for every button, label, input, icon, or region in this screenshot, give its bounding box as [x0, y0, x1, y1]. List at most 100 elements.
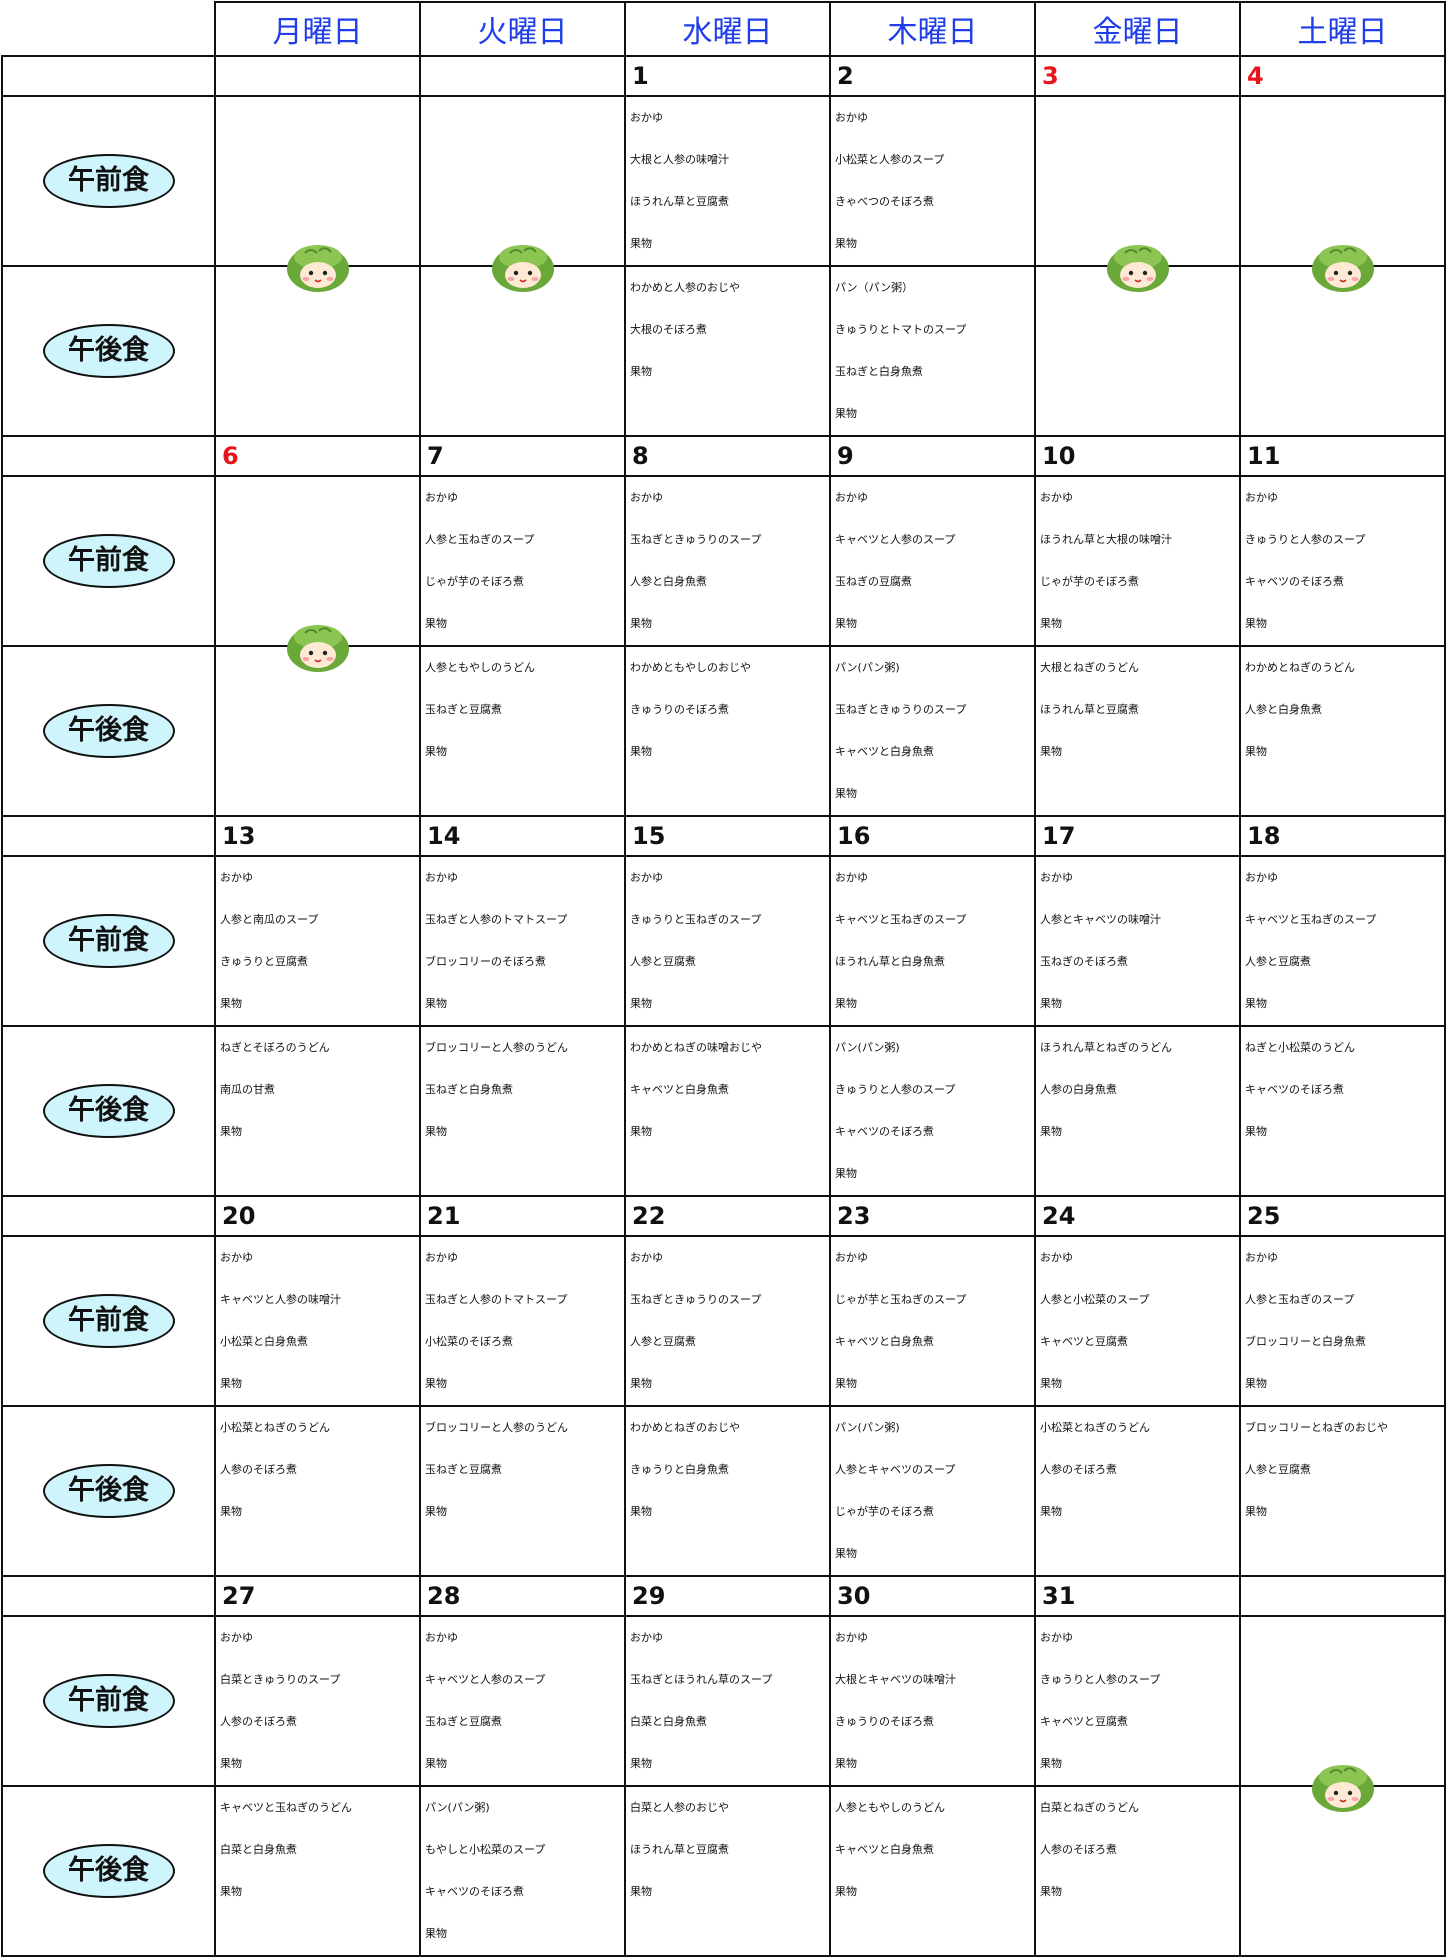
meal-row: 午前食 おかゆ 大根と人参の味噌汁 ほうれん草と豆腐煮 果物 おかゆ 小松菜と人参のスープき… — [1, 95, 1446, 267]
menu-item: きゅうりと人参のスープ — [835, 1083, 956, 1096]
menu-cell: 白菜と人参のおじや ほうれん草と豆腐煮 果物 — [624, 1785, 831, 1957]
menu-item: 果物 — [425, 745, 447, 758]
header-row: 月曜日 火曜日 水曜日 木曜日 金曜日 土曜日 — [2, 1, 1446, 57]
menu-item: 玉ねぎと人参のトマトスープ — [425, 1293, 568, 1306]
meal-label: 午前食 — [42, 534, 175, 588]
menu-item: 果物 — [1245, 745, 1267, 758]
menu-cell: おかゆ 玉ねぎときゅうりのスープ 人参と豆腐煮 果物 — [624, 1235, 831, 1407]
menu-cell: ねぎとそぼろのうどん 南瓜の甘煮 果物 — [214, 1025, 421, 1197]
menu-item: ブロッコリーと人参のうどん — [425, 1421, 568, 1434]
menu-item: きゅうりのそぼろ煮 — [630, 703, 729, 716]
menu-cell — [419, 245, 626, 437]
menu-item: 大根とキャベツの味噌汁 — [835, 1673, 956, 1686]
menu-item: おかゆ — [425, 1251, 458, 1264]
menu-item: キャベツと人参の味噌汁 — [220, 1293, 341, 1306]
date-number: 6 — [222, 442, 239, 470]
menu-item: おかゆ — [425, 871, 458, 884]
menu-cell: わかめとねぎのおじや きゅうりと白身魚煮 果物 — [624, 1405, 831, 1577]
meal-label-cell: 午前食 — [1, 855, 216, 1027]
menu-item: 玉ねぎとほうれん草のスープ — [630, 1673, 773, 1686]
menu-cell: パン(パン粥) きゅうりと人参のスープ キャベツのそぼろ煮 果物 — [829, 1025, 1036, 1197]
menu-item: キャベツのそぼろ煮 — [835, 1125, 934, 1138]
menu-item: 果物 — [425, 1377, 447, 1390]
mascot-art — [491, 245, 554, 292]
date-number: 24 — [1042, 1202, 1076, 1230]
menu-item: 果物 — [630, 1505, 652, 1518]
menu-item: きゅうりと白身魚煮 — [630, 1463, 729, 1476]
date-number: 22 — [632, 1202, 666, 1230]
menu-item: もやしと小松菜のスープ — [425, 1843, 546, 1856]
date-label-cell — [1, 435, 216, 477]
menu-cell — [214, 475, 421, 647]
date-cell — [419, 55, 626, 97]
menu-item: 人参とキャベツのスープ — [835, 1463, 956, 1476]
menu-item: 大根と人参の味噌汁 — [630, 153, 729, 166]
menu-item: おかゆ — [220, 871, 253, 884]
menu-item: 果物 — [1040, 1125, 1062, 1138]
date-number: 13 — [222, 822, 256, 850]
menu-item: 玉ねぎときゅうりのスープ — [630, 1293, 762, 1306]
menu-item: 人参と白身魚煮 — [630, 575, 707, 588]
date-cell: 8 — [624, 435, 831, 477]
meal-label-cell: 午前食 — [1, 95, 216, 267]
menu-item: 白菜と人参のおじや — [630, 1801, 729, 1814]
menu-item: 果物 — [835, 1885, 857, 1898]
menu-cell: おかゆ キャベツと玉ねぎのスープ 人参と豆腐煮 果物 — [1239, 855, 1446, 1027]
date-number: 8 — [632, 442, 649, 470]
menu-item: 果物 — [835, 407, 857, 420]
menu-cell: 大根とねぎのうどん ほうれん草と豆腐煮 果物 — [1034, 645, 1241, 817]
date-label-cell — [1, 55, 216, 97]
date-cell: 9 — [829, 435, 1036, 477]
menu-cell — [214, 95, 421, 267]
menu-item: 果物 — [1040, 745, 1062, 758]
menu-cell: おかゆ 人参と南瓜のスープ きゅうりと豆腐煮 果物 — [214, 855, 421, 1027]
menu-item: 玉ねぎと人参のトマトスープ — [425, 913, 568, 926]
day-header: 火曜日 — [419, 1, 626, 57]
menu-cell: おかゆ ほうれん草と大根の味噌汁 じゃが芋のそぼろ煮 果物 — [1034, 475, 1241, 647]
menu-item: 小松菜と白身魚煮 — [220, 1335, 308, 1348]
date-number: 25 — [1247, 1202, 1281, 1230]
menu-item: おかゆ — [1040, 871, 1073, 884]
mascot-art — [1106, 245, 1169, 292]
menu-cell: おかゆ 白菜ときゅうりのスープ 人参のそぼろ煮 果物 — [214, 1615, 421, 1787]
menu-cell: ブロッコリーと人参のうどん 玉ねぎと豆腐煮 果物 — [419, 1405, 626, 1577]
menu-item: わかめともやしのおじや — [630, 661, 751, 674]
menu-item: 果物 — [835, 1757, 857, 1770]
menu-item: 人参と玉ねぎのスープ — [1245, 1293, 1355, 1306]
menu-cell: パン（パン粥） きゅうりとトマトのスープ 玉ねぎと白身魚煮 果物 — [829, 265, 1036, 437]
menu-item: 果物 — [220, 1125, 242, 1138]
menu-item: 果物 — [835, 617, 857, 630]
menu-cell: 人参ともやしのうどん 玉ねぎと豆腐煮 果物 — [419, 645, 626, 817]
menu-item: 果物 — [835, 997, 857, 1010]
meal-row: 午前食 おかゆ キャベツと人参の味噌汁 小松菜と白身魚煮 果物 おかゆ 玉ねぎと人参のトマト… — [1, 1235, 1446, 1407]
menu-item: おかゆ — [1040, 491, 1073, 504]
menu-item: キャベツと白身魚煮 — [835, 745, 934, 758]
menu-item: 果物 — [220, 1757, 242, 1770]
date-number: 23 — [837, 1202, 871, 1230]
date-number: 20 — [222, 1202, 256, 1230]
menu-item: きゃべつのそぼろ煮 — [835, 195, 934, 208]
menu-cell — [1239, 1765, 1446, 1957]
menu-item: 玉ねぎときゅうりのスープ — [835, 703, 967, 716]
meal-label: 午前食 — [42, 1674, 175, 1728]
date-label-cell — [1, 815, 216, 857]
menu-item: 果物 — [425, 997, 447, 1010]
menu-item: キャベツのそぼろ煮 — [425, 1885, 524, 1898]
menu-item: おかゆ — [630, 1251, 663, 1264]
meal-row: 午前食 おかゆ 白菜ときゅうりのスープ 人参のそぼろ煮 果物 おかゆ キャベツと人参のスープ… — [1, 1615, 1446, 1787]
date-cell: 1 — [624, 55, 831, 97]
menu-cell: ねぎと小松菜のうどん キャベツのそぼろ煮 果物 — [1239, 1025, 1446, 1197]
menu-item: ほうれん草と豆腐煮 — [1040, 703, 1139, 716]
menu-item: おかゆ — [220, 1251, 253, 1264]
menu-cell: 小松菜とねぎのうどん 人参のそぼろ煮 果物 — [1034, 1405, 1241, 1577]
date-cell: 29 — [624, 1575, 831, 1617]
mascot — [1308, 1759, 1378, 1815]
menu-cell: おかゆ 人参と小松菜のスープ キャベツと豆腐煮 果物 — [1034, 1235, 1241, 1407]
meal-label: 午後食 — [42, 1084, 175, 1138]
menu-item: 人参のそぼろ煮 — [1040, 1843, 1117, 1856]
menu-item: 果物 — [1040, 1377, 1062, 1390]
menu-item: 果物 — [425, 1125, 447, 1138]
date-number: 21 — [427, 1202, 461, 1230]
menu-item: 人参とキャベツの味噌汁 — [1040, 913, 1161, 926]
menu-cell: おかゆ きゅうりと玉ねぎのスープ 人参と豆腐煮 果物 — [624, 855, 831, 1027]
